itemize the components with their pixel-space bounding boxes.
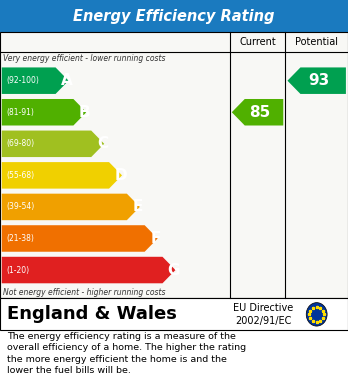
Text: 85: 85: [249, 105, 270, 120]
Text: G: G: [168, 262, 180, 278]
Text: F: F: [151, 231, 161, 246]
Text: England & Wales: England & Wales: [7, 305, 177, 323]
Bar: [0, 298, 348, 330]
Text: E: E: [133, 199, 143, 214]
Polygon shape: [232, 99, 283, 126]
Text: 93: 93: [308, 73, 329, 88]
Polygon shape: [2, 67, 69, 94]
Text: (1-20): (1-20): [6, 265, 29, 274]
Text: (55-68): (55-68): [6, 171, 34, 180]
Polygon shape: [2, 131, 104, 157]
Text: B: B: [79, 105, 90, 120]
Text: The energy efficiency rating is a measure of the
overall efficiency of a home. T: The energy efficiency rating is a measur…: [7, 332, 246, 375]
Text: (39-54): (39-54): [6, 203, 34, 212]
Text: Very energy efficient - lower running costs: Very energy efficient - lower running co…: [3, 54, 165, 63]
Text: (21-38): (21-38): [6, 234, 34, 243]
Text: (81-91): (81-91): [6, 108, 34, 117]
Polygon shape: [287, 67, 346, 94]
Bar: [0, 0, 348, 32]
Text: Current: Current: [239, 37, 276, 47]
Text: (69-80): (69-80): [6, 139, 34, 148]
Circle shape: [306, 303, 327, 326]
Polygon shape: [2, 257, 175, 283]
Polygon shape: [2, 99, 86, 126]
Text: D: D: [114, 168, 127, 183]
Polygon shape: [2, 162, 122, 188]
Text: Energy Efficiency Rating: Energy Efficiency Rating: [73, 9, 275, 23]
Text: Potential: Potential: [295, 37, 338, 47]
Text: Not energy efficient - higher running costs: Not energy efficient - higher running co…: [3, 287, 165, 297]
Text: EU Directive
2002/91/EC: EU Directive 2002/91/EC: [233, 303, 293, 326]
Text: A: A: [61, 73, 73, 88]
Bar: [0, 32, 348, 298]
Text: (92-100): (92-100): [6, 76, 39, 85]
Polygon shape: [2, 194, 140, 220]
Polygon shape: [2, 225, 158, 252]
Text: C: C: [97, 136, 108, 151]
